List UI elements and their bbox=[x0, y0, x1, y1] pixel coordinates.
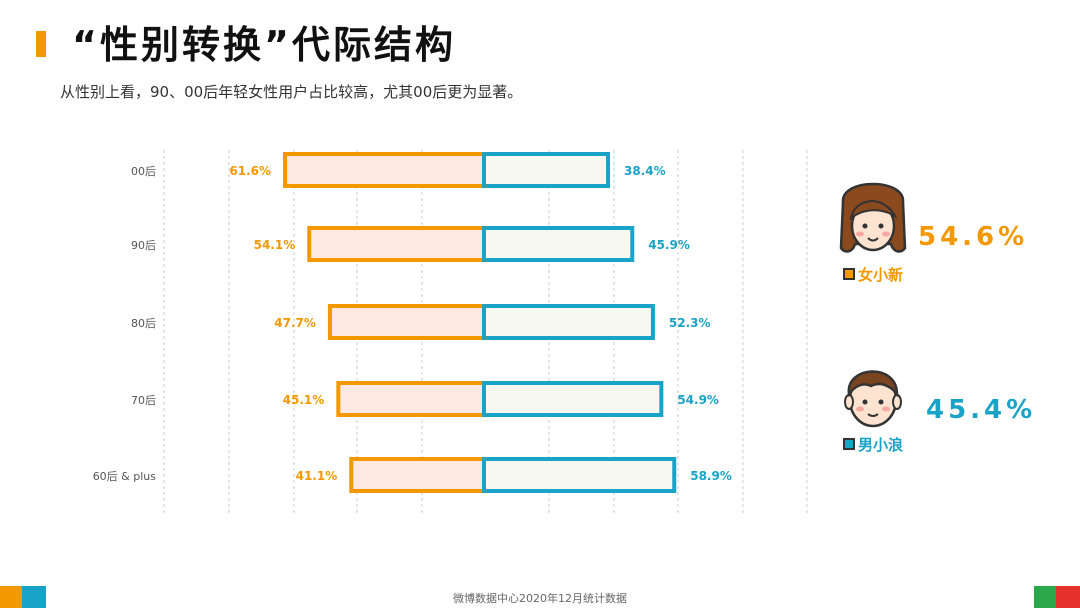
girl-face-icon bbox=[839, 182, 907, 253]
chart-bars bbox=[283, 152, 677, 493]
legend-female-swatch bbox=[843, 268, 855, 280]
value-label-male-4: 58.9% bbox=[690, 469, 732, 483]
bar-female-3 bbox=[336, 381, 486, 417]
chart-value-labels: 61.6% 38.4% 54.1% 45.9% 47.7% 52.3% 45.1% 54.9%… bbox=[229, 164, 731, 483]
title-marker bbox=[36, 31, 46, 57]
value-label-female-0: 61.6% bbox=[229, 164, 271, 178]
legend-male-label: 男小浪 bbox=[858, 436, 904, 454]
value-label-male-2: 52.3% bbox=[669, 316, 711, 330]
value-label-female-2: 47.7% bbox=[274, 316, 316, 330]
bar-female-1 bbox=[307, 226, 486, 262]
category-label-4: 60后 & plus bbox=[93, 470, 157, 483]
bar-male-2 bbox=[482, 304, 655, 340]
bar-female-0 bbox=[283, 152, 487, 188]
value-label-male-1: 45.9% bbox=[648, 238, 690, 252]
legend-female: 女小新 bbox=[843, 264, 903, 285]
corner-blue-block bbox=[22, 586, 46, 608]
page-title: “性别转换”代际结构 bbox=[72, 23, 456, 67]
category-label-2: 80后 bbox=[131, 317, 156, 330]
corner-red-block bbox=[1056, 586, 1080, 608]
corner-green-block bbox=[1034, 586, 1056, 608]
bar-female-4 bbox=[349, 457, 487, 493]
category-label-1: 90后 bbox=[131, 239, 156, 252]
category-label-3: 70后 bbox=[131, 394, 156, 407]
page-subtitle: 从性别上看，90、00后年轻女性用户占比较高，尤其00后更为显著。 bbox=[60, 83, 523, 101]
legend-male: 男小浪 bbox=[843, 434, 903, 455]
bar-male-4 bbox=[482, 457, 677, 493]
bar-female-2 bbox=[327, 304, 486, 340]
value-label-male-3: 54.9% bbox=[677, 393, 719, 407]
category-label-0: 00后 bbox=[131, 165, 156, 178]
value-label-male-0: 38.4% bbox=[624, 164, 666, 178]
male-total-value: 45.4% bbox=[926, 395, 1037, 425]
legend-female-label: 女小新 bbox=[858, 266, 904, 284]
female-total-value: 54.6% bbox=[918, 222, 1029, 252]
value-label-female-4: 41.1% bbox=[296, 469, 338, 483]
legend-male-swatch bbox=[843, 438, 855, 450]
bar-male-3 bbox=[482, 381, 664, 417]
bar-male-0 bbox=[482, 152, 611, 188]
footer-source: 微博数据中心2020年12月统计数据 bbox=[453, 592, 627, 605]
corner-orange-block bbox=[0, 586, 22, 608]
boy-face-icon bbox=[844, 370, 902, 428]
value-label-female-3: 45.1% bbox=[283, 393, 325, 407]
bar-male-1 bbox=[482, 226, 635, 262]
value-label-female-1: 54.1% bbox=[254, 238, 296, 252]
chart-category-labels: 00后 90后 80后 70后 60后 & plus bbox=[93, 165, 157, 483]
